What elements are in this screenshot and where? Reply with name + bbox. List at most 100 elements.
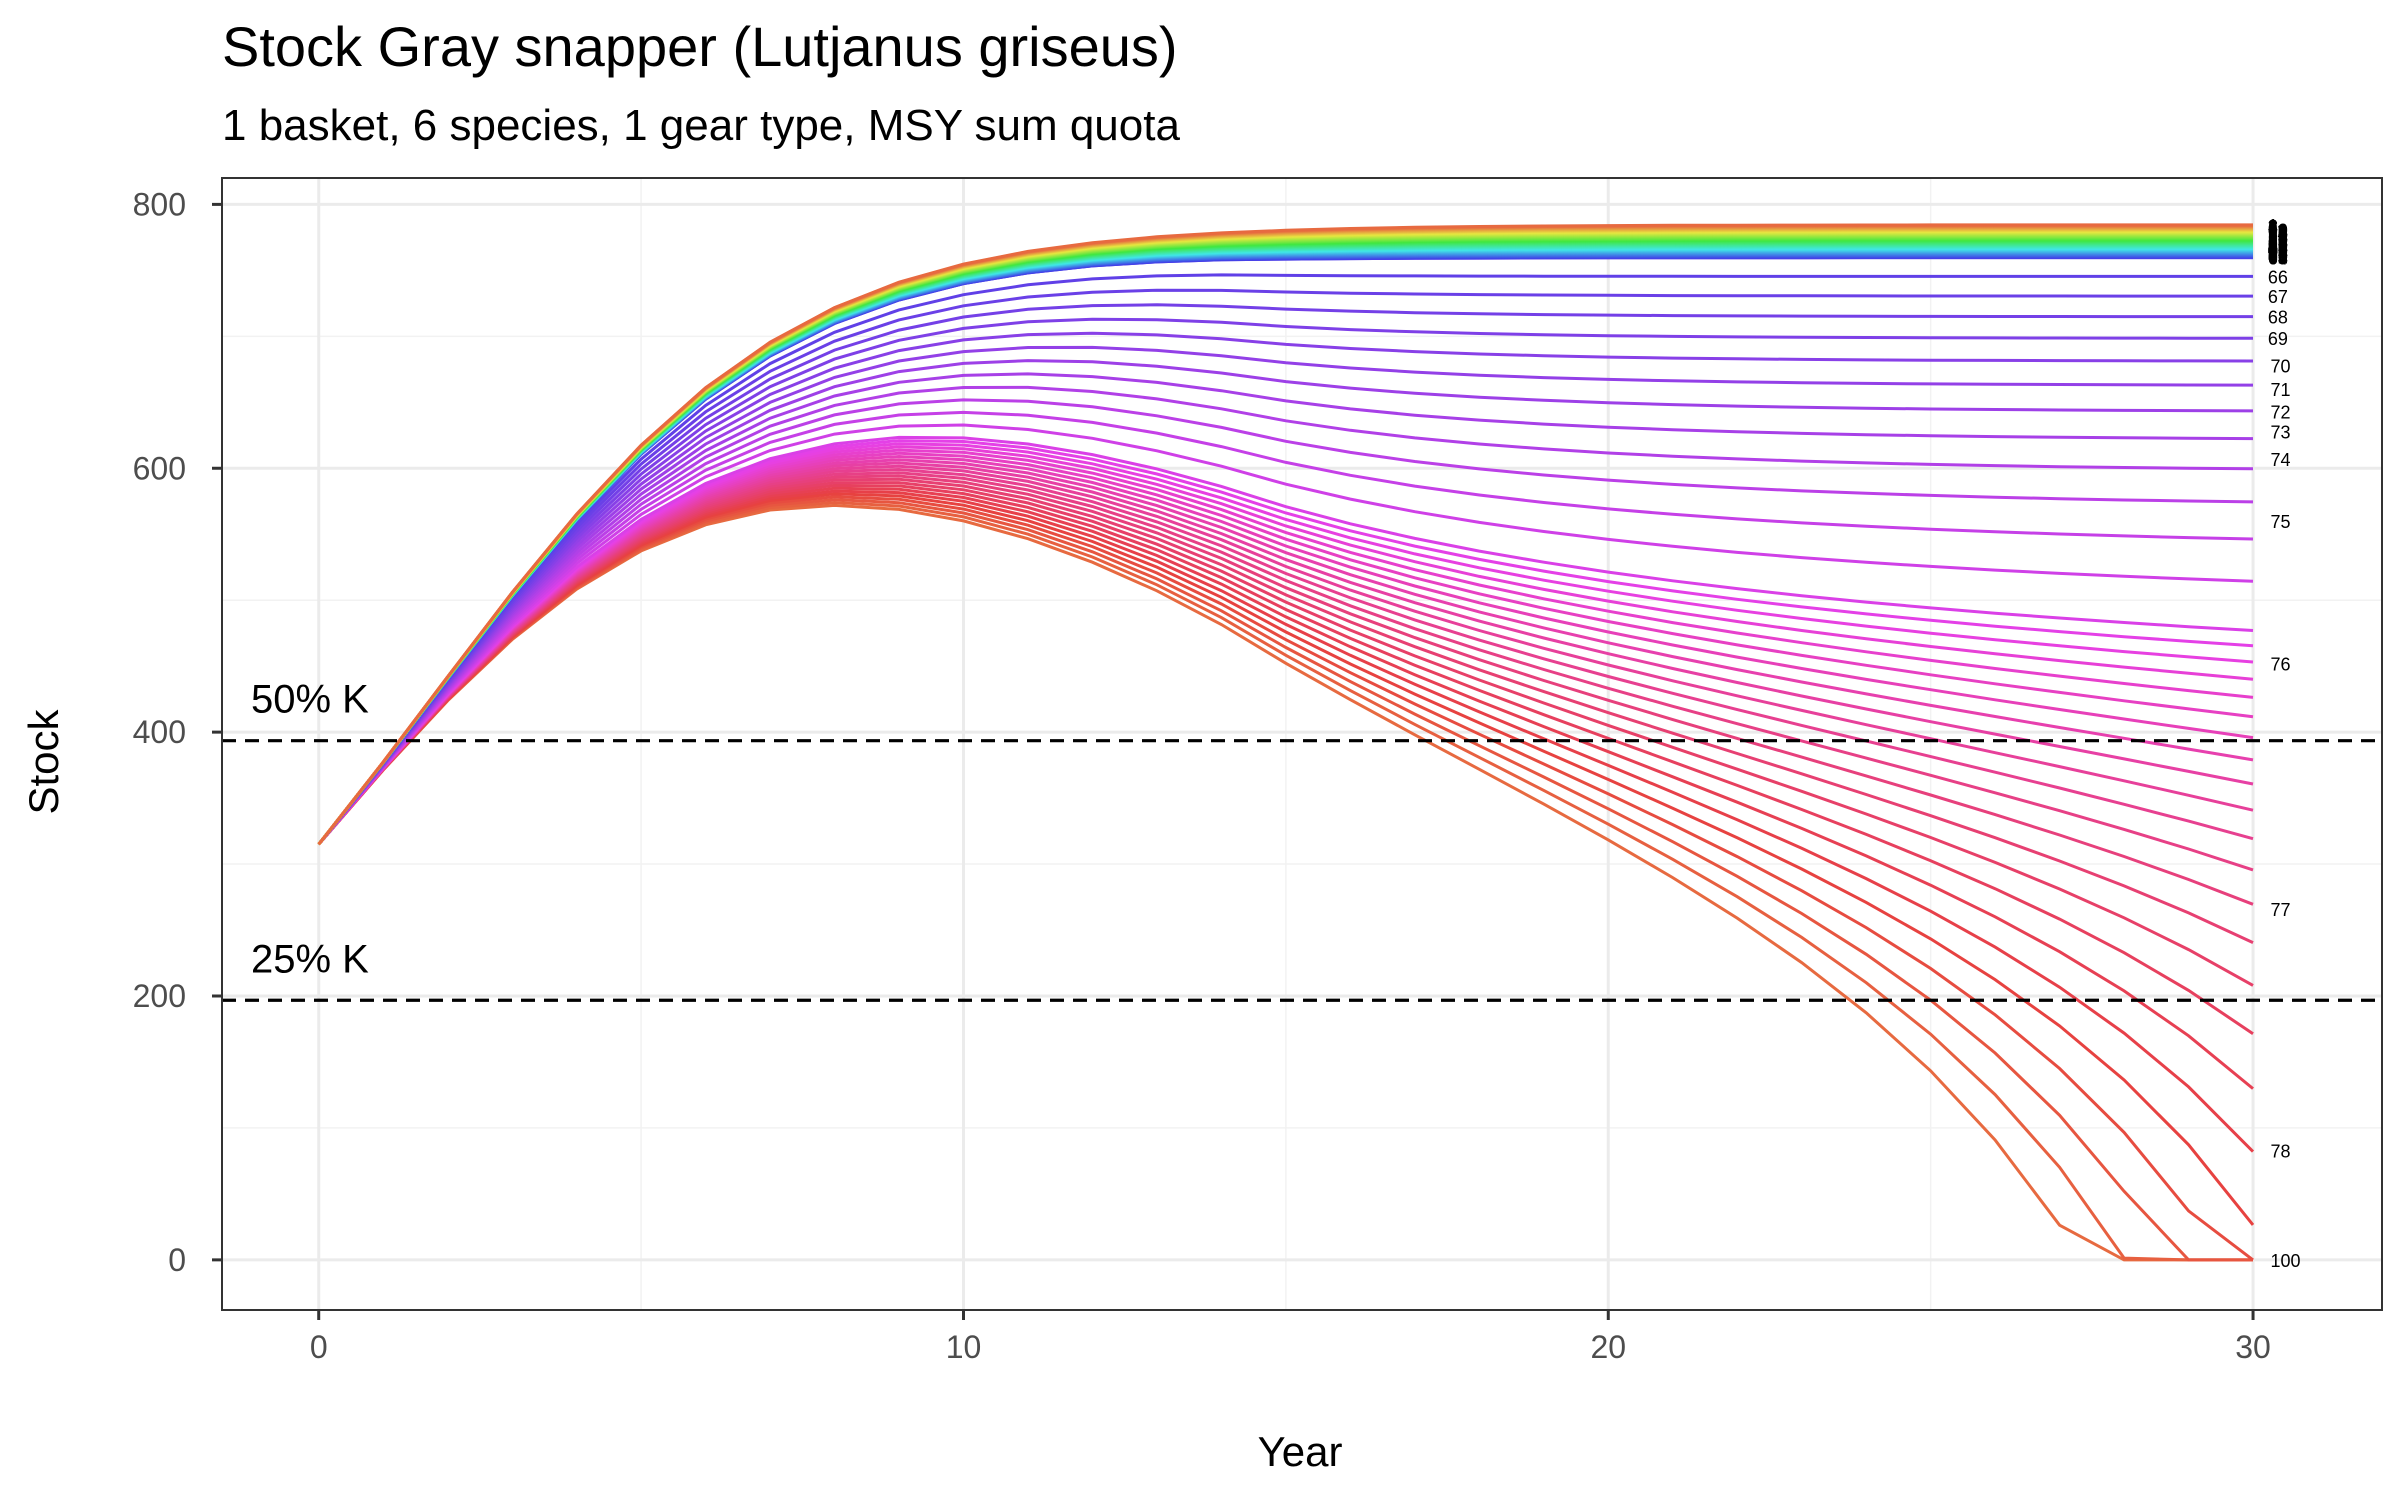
series-end-label-11: 11 [2268, 221, 2287, 241]
series-end-label-7: 7 [2268, 219, 2278, 239]
series-end-label-56: 56 [2268, 244, 2288, 264]
series-end-label-25: 25 [2268, 228, 2288, 248]
series-end-label-18: 18 [2268, 224, 2288, 244]
series-line-70 [317, 331, 2254, 846]
chart-subtitle: 1 basket, 6 species, 1 gear type, MSY su… [222, 101, 1180, 150]
series-line-74 [317, 385, 2254, 846]
series-end-label-43: 43 [2268, 237, 2288, 257]
series-end-label-21: 21 [2268, 226, 2288, 246]
x-tick-label: 0 [310, 1329, 328, 1365]
series-end-label-34: 34 [2268, 233, 2288, 253]
series-end-label-55: 55 [2268, 244, 2288, 264]
series-end-label-59: 59 [2268, 246, 2288, 266]
series-end-label-61: 61 [2268, 247, 2288, 267]
series-end-label-49: 49 [2268, 241, 2288, 261]
series-end-label-50: 50 [2268, 241, 2288, 261]
series-end-label-10: 10 [2268, 220, 2288, 240]
series-end-label-4: 4 [2268, 217, 2278, 237]
series-end-label-39: 39 [2268, 235, 2288, 255]
series-line-66 [317, 273, 2253, 846]
series-end-label-52: 52 [2268, 242, 2288, 262]
series-end-label-41: 41 [2268, 236, 2288, 256]
y-tick-label: 400 [133, 714, 186, 750]
series-end-label-13: 13 [2268, 222, 2288, 242]
series-end-label-26: 26 [2268, 229, 2288, 249]
series-end-label-collapsed: 100 [2270, 1251, 2300, 1271]
plot-panel-border [221, 177, 2383, 1311]
series-end-label-2: 2 [2268, 216, 2278, 236]
series-end-label-60: 60 [2268, 246, 2288, 266]
series-end-label-74: 74 [2270, 450, 2290, 470]
series-line-67 [317, 288, 2253, 846]
reference-line-label: 25% K [251, 937, 369, 981]
x-tick-label: 30 [2235, 1329, 2271, 1365]
series-end-label-1: 1 [2268, 216, 2278, 236]
series-end-label-78: 78 [2270, 1141, 2290, 1161]
x-tick-label: 20 [1590, 1329, 1626, 1365]
series-end-label-70: 70 [2270, 356, 2290, 376]
series-end-label-75: 75 [2270, 512, 2290, 532]
series-end-label-22: 22 [2268, 227, 2288, 247]
series-end-label-62: 62 [2268, 248, 2288, 268]
series-end-label-44: 44 [2268, 238, 2288, 258]
series-end-label-23: 23 [2268, 227, 2288, 247]
reference-lines: 50% K 25% K [222, 678, 2382, 1002]
series-end-label-66: 66 [2268, 267, 2288, 287]
x-tick-label: 10 [946, 1329, 982, 1365]
series-end-label-40: 40 [2268, 236, 2288, 256]
series-end-label-29: 29 [2268, 230, 2288, 250]
series-end-label-17: 17 [2268, 224, 2288, 244]
series-end-label-48: 48 [2268, 240, 2288, 260]
series-end-label-38: 38 [2268, 235, 2288, 255]
series-line-71 [317, 345, 2254, 846]
series-line-73 [317, 372, 2254, 846]
series-end-label-68: 68 [2268, 308, 2288, 328]
series-end-label-77: 77 [2270, 900, 2290, 920]
chart-title: Stock Gray snapper (Lutjanus griseus) [222, 15, 1178, 78]
grid-lines [222, 178, 2382, 1310]
series-end-label-3: 3 [2268, 217, 2278, 237]
series-end-label-16: 16 [2268, 223, 2288, 243]
series-end-label-63: 63 [2268, 248, 2288, 268]
series-end-label-45: 45 [2268, 238, 2288, 258]
series-end-label-35: 35 [2268, 233, 2288, 253]
series-line-75 [317, 398, 2254, 846]
series-line-69 [317, 317, 2253, 846]
series-end-label-30: 30 [2268, 231, 2288, 251]
series-end-label-76: 76 [2270, 655, 2290, 675]
series-end-label-67: 67 [2268, 287, 2288, 307]
series-end-label-12: 12 [2268, 221, 2288, 241]
series-end-label-69: 69 [2268, 329, 2288, 349]
series-end-label-31: 31 [2268, 231, 2288, 251]
series-end-label-64: 64 [2268, 249, 2288, 269]
series-end-label-15: 15 [2268, 223, 2288, 243]
x-axis-title: Year [1258, 1428, 1343, 1475]
series-end-label-57: 57 [2268, 245, 2288, 265]
series-end-label-51: 51 [2268, 242, 2288, 262]
series-end-label-20: 20 [2268, 226, 2288, 246]
y-tick-label: 200 [133, 978, 186, 1014]
series-end-label-58: 58 [2268, 245, 2288, 265]
series-line-77 [317, 423, 2254, 846]
series-end-label-27: 27 [2268, 229, 2288, 249]
series-end-label-54: 54 [2268, 243, 2288, 263]
series-line-1 [317, 223, 2253, 846]
y-tick-label: 0 [168, 1242, 186, 1278]
series-end-label-46: 46 [2268, 239, 2288, 259]
series-end-label-37: 37 [2268, 234, 2288, 254]
series-end-label-47: 47 [2268, 240, 2288, 260]
series-line-78 [317, 435, 2254, 846]
series-end-label-53: 53 [2268, 243, 2288, 263]
series-end-label-65: 65 [2268, 249, 2288, 269]
series-end-labels: 6968676665646362616059585756555453525150… [2268, 216, 2301, 1271]
y-tick-label: 800 [133, 186, 186, 222]
series-end-label-32: 32 [2268, 232, 2288, 252]
series-end-label-71: 71 [2270, 380, 2290, 400]
series-line-68 [317, 303, 2253, 846]
axis-ticks: 0 10 20 30 0 200 400 600 800 [133, 186, 2271, 1365]
series-end-label-9: 9 [2268, 220, 2278, 240]
series-end-label-42: 42 [2268, 237, 2288, 257]
series-line-72 [317, 359, 2254, 846]
series-end-label-33: 33 [2268, 232, 2288, 252]
